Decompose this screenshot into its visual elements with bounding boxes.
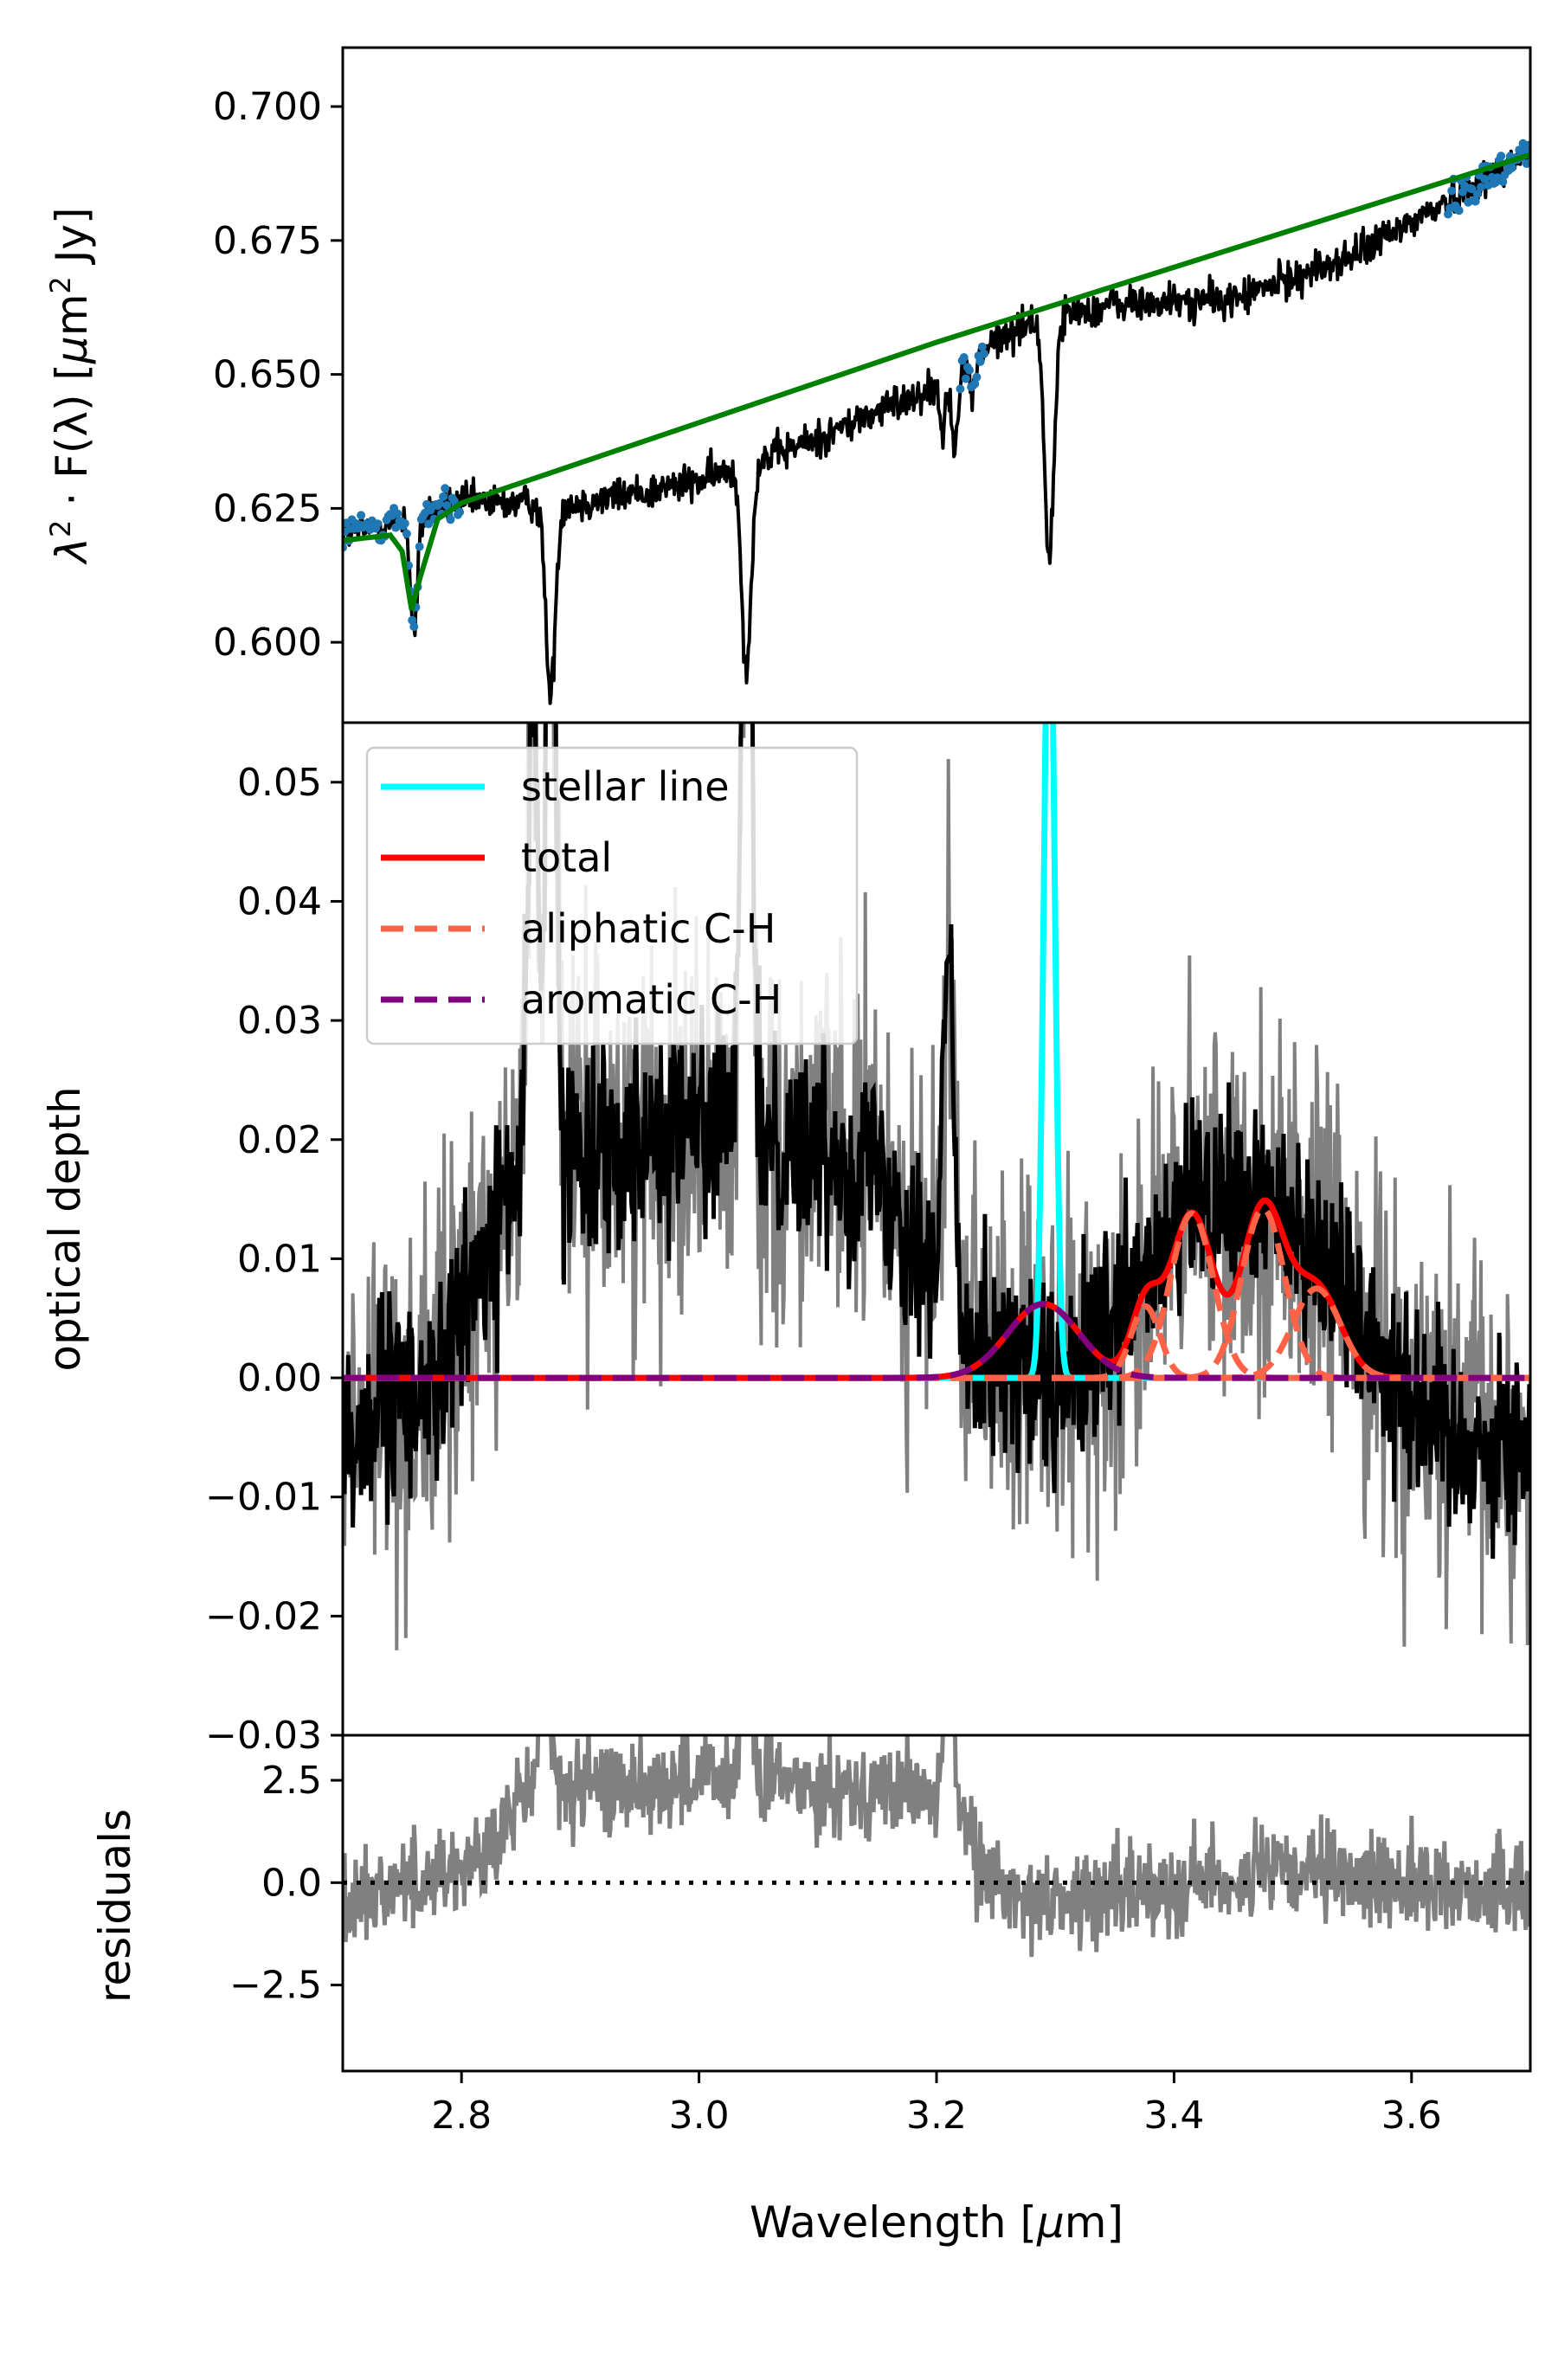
continuum-point (439, 492, 448, 501)
middle-y-tick-label-3: 0.00 (237, 1356, 322, 1400)
top-spectrum-line (343, 141, 1530, 705)
legend-entry-total: total (381, 834, 612, 881)
continuum-point (409, 622, 419, 632)
continuum-point (446, 515, 455, 524)
legend-box (365, 746, 859, 1045)
continuum-point (442, 501, 452, 510)
continuum-point (975, 357, 985, 366)
residual-line (343, 1735, 1530, 1958)
continuum-point (1471, 196, 1480, 206)
top-y-axis-label: λ2 · F(λ) [μm2 Jy] (44, 207, 97, 565)
continuum-point (1480, 174, 1490, 183)
continuum-point (402, 529, 411, 538)
x-axis-label: Wavelength [μm] (750, 2197, 1123, 2248)
x-tick-label-3: 3.4 (1143, 2094, 1204, 2138)
continuum-point (970, 379, 980, 389)
continuum-point (961, 374, 970, 383)
middle-y-tick-label-2: −0.01 (205, 1476, 322, 1520)
legend-label-aliphatic: aliphatic C-H (521, 905, 776, 952)
middle-y-axis-label: optical depth (40, 1086, 90, 1371)
middle-y-axis: −0.03 −0.02 −0.01 0.00 0.01 0.02 0.03 0.04 0.05 (205, 761, 343, 1758)
continuum-point (435, 499, 444, 508)
top-y-tick-label-0: 0.600 (213, 621, 322, 665)
continuum-point (1477, 183, 1485, 192)
continuum-point (400, 518, 409, 528)
continuum-point (1523, 140, 1530, 150)
legend-entry-aliphatic: aliphatic C-H (381, 905, 776, 952)
continuum-point (1507, 163, 1516, 172)
continuum-point (373, 519, 383, 529)
continuum-point (441, 484, 450, 493)
bottom-y-axis: −2.5 0.0 2.5 (229, 1759, 343, 2008)
legend-label-total: total (521, 834, 612, 881)
continuum-point (1454, 206, 1464, 215)
top-plot-area (343, 138, 1530, 705)
top-y-tick-label-3: 0.675 (213, 219, 322, 263)
legend-entry-stellar-line: stellar line (381, 763, 730, 810)
top-continuum-fit-line (343, 151, 1530, 612)
x-tick-label-2: 3.2 (906, 2094, 967, 2138)
continuum-point (972, 372, 982, 382)
bottom-x-axis: 2.8 3.0 3.2 3.4 3.6 (431, 2071, 1442, 2138)
middle-y-tick-label-1: −0.02 (205, 1594, 322, 1638)
x-tick-label-0: 2.8 (431, 2094, 492, 2138)
x-tick-label-1: 3.0 (669, 2094, 730, 2138)
bottom-y-tick-label-0: −2.5 (229, 1964, 322, 2008)
continuum-point (1498, 177, 1508, 186)
middle-y-tick-label-6: 0.03 (237, 999, 322, 1043)
middle-y-tick-label-5: 0.02 (237, 1118, 322, 1162)
top-y-tick-label-2: 0.650 (213, 353, 322, 397)
middle-y-tick-label-7: 0.04 (237, 879, 322, 923)
continuum-point (965, 365, 974, 375)
bottom-y-axis-label: residuals (90, 1809, 140, 2003)
continuum-point (1497, 151, 1506, 161)
aromatic-component-curve (343, 1301, 1530, 1381)
middle-y-tick-label-4: 0.01 (237, 1237, 322, 1281)
continuum-point (956, 384, 965, 394)
continuum-point (1467, 184, 1477, 194)
panel-bottom: −2.5 0.0 2.5 2.8 3.0 3.2 3.4 3.6 residuals Wav… (90, 1734, 1532, 2248)
continuum-point (959, 353, 969, 362)
panel-top: 0.600 0.625 0.650 0.675 0.700 λ2 · F(λ) [μm2… (44, 46, 1532, 724)
continuum-point (391, 523, 401, 532)
continuum-point (415, 542, 424, 551)
legend-label-stellar-line: stellar line (521, 763, 730, 810)
legend-label-aromatic: aromatic C-H (521, 976, 782, 1023)
continuum-point (455, 507, 465, 517)
bottom-y-tick-label-2: 2.5 (261, 1759, 322, 1803)
bottom-y-tick-label-1: 0.0 (261, 1861, 322, 1905)
panel-middle: −0.03−0.02−0.010.000.010.020.030.040.05 … (40, 721, 1532, 1758)
middle-y-tick-label-8: 0.05 (237, 761, 322, 805)
continuum-point (977, 342, 987, 351)
continuum-point (393, 509, 402, 518)
middle-y-tick-label-0: −0.03 (205, 1714, 322, 1758)
legend: stellar line total aliphatic C-H aromati… (365, 746, 859, 1045)
continuum-point (357, 511, 366, 520)
top-y-tick-label-1: 0.625 (213, 486, 322, 531)
top-y-axis: 0.600 0.625 0.650 0.675 0.700 (213, 85, 343, 665)
continuum-point (1522, 159, 1530, 169)
legend-entry-aromatic: aromatic C-H (381, 976, 782, 1023)
continuum-point (1472, 190, 1482, 199)
continuum-point (1447, 186, 1457, 196)
continuum-point (979, 349, 988, 358)
x-tick-label-4: 3.6 (1381, 2094, 1442, 2138)
bottom-plot-area (343, 1735, 1530, 1958)
top-y-tick-label-4: 0.700 (213, 85, 322, 129)
